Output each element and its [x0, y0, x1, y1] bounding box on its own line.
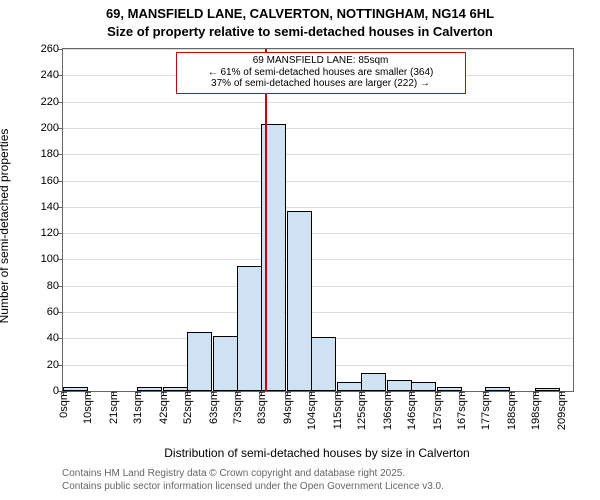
xtick-label: 10sqm	[80, 391, 94, 424]
xtick-label: 73sqm	[230, 391, 244, 424]
footer-line1: Contains HM Land Registry data © Crown c…	[62, 468, 572, 481]
xtick-label: 115sqm	[330, 391, 344, 429]
plot-area: 0204060801001201401601802002202402600sqm…	[62, 48, 574, 392]
xtick-label: 21sqm	[106, 391, 120, 424]
histogram-bar	[287, 211, 312, 391]
ytick-label: 100	[41, 253, 63, 265]
ytick-label: 80	[47, 280, 63, 292]
xtick-label: 0sqm	[56, 391, 70, 418]
gridline	[63, 154, 573, 155]
histogram-bar	[411, 382, 436, 391]
property-marker-line	[265, 49, 267, 391]
histogram-bar	[213, 336, 238, 391]
x-axis-label: Distribution of semi-detached houses by …	[62, 446, 572, 460]
xtick-label: 83sqm	[254, 391, 268, 424]
xtick-label: 198sqm	[528, 391, 542, 430]
chart-title-line1: 69, MANSFIELD LANE, CALVERTON, NOTTINGHA…	[0, 6, 600, 21]
xtick-label: 63sqm	[206, 391, 220, 424]
gridline	[63, 181, 573, 182]
xtick-label: 52sqm	[180, 391, 194, 424]
xtick-label: 104sqm	[304, 391, 318, 430]
annotation-line: 69 MANSFIELD LANE: 85sqm	[181, 55, 461, 67]
histogram-bar	[63, 387, 88, 391]
annotation-line: ← 61% of semi-detached houses are smalle…	[181, 67, 461, 79]
gridline	[63, 207, 573, 208]
histogram-bar	[311, 337, 336, 391]
chart-container: 69, MANSFIELD LANE, CALVERTON, NOTTINGHA…	[0, 0, 600, 500]
xtick-label: 146sqm	[404, 391, 418, 430]
ytick-label: 120	[41, 227, 63, 239]
chart-title-line2: Size of property relative to semi-detach…	[0, 24, 600, 39]
ytick-label: 180	[41, 148, 63, 160]
gridline	[63, 49, 573, 50]
xtick-label: 94sqm	[280, 391, 294, 424]
xtick-label: 209sqm	[554, 391, 568, 430]
histogram-bar	[187, 332, 212, 391]
xtick-label: 188sqm	[504, 391, 518, 430]
ytick-label: 60	[47, 306, 63, 318]
ytick-label: 220	[41, 96, 63, 108]
xtick-label: 31sqm	[130, 391, 144, 424]
y-axis-label: Number of semi-detached properties	[0, 55, 11, 397]
gridline	[63, 312, 573, 313]
gridline	[63, 102, 573, 103]
gridline	[63, 286, 573, 287]
ytick-label: 140	[41, 201, 63, 213]
ytick-label: 200	[41, 122, 63, 134]
ytick-label: 20	[47, 359, 63, 371]
xtick-label: 136sqm	[380, 391, 394, 430]
histogram-bar	[163, 387, 188, 391]
histogram-bar	[361, 373, 386, 391]
xtick-label: 42sqm	[156, 391, 170, 424]
histogram-bar	[535, 388, 560, 391]
xtick-label: 177sqm	[478, 391, 492, 430]
xtick-label: 167sqm	[454, 391, 468, 430]
xtick-label: 125sqm	[354, 391, 368, 430]
ytick-label: 160	[41, 175, 63, 187]
histogram-bar	[437, 387, 462, 391]
histogram-bar	[237, 266, 262, 391]
histogram-bar	[387, 380, 412, 391]
footer: Contains HM Land Registry data © Crown c…	[62, 468, 572, 493]
gridline	[63, 233, 573, 234]
annotation-box: 69 MANSFIELD LANE: 85sqm← 61% of semi-de…	[176, 52, 466, 94]
annotation-line: 37% of semi-detached houses are larger (…	[181, 78, 461, 90]
gridline	[63, 128, 573, 129]
gridline	[63, 259, 573, 260]
xtick-label: 157sqm	[430, 391, 444, 430]
histogram-bar	[485, 387, 510, 391]
footer-line2: Contains public sector information licen…	[62, 481, 572, 494]
ytick-label: 260	[41, 43, 63, 55]
histogram-bar	[337, 382, 362, 391]
ytick-label: 40	[47, 332, 63, 344]
histogram-bar	[137, 387, 162, 391]
ytick-label: 240	[41, 69, 63, 81]
